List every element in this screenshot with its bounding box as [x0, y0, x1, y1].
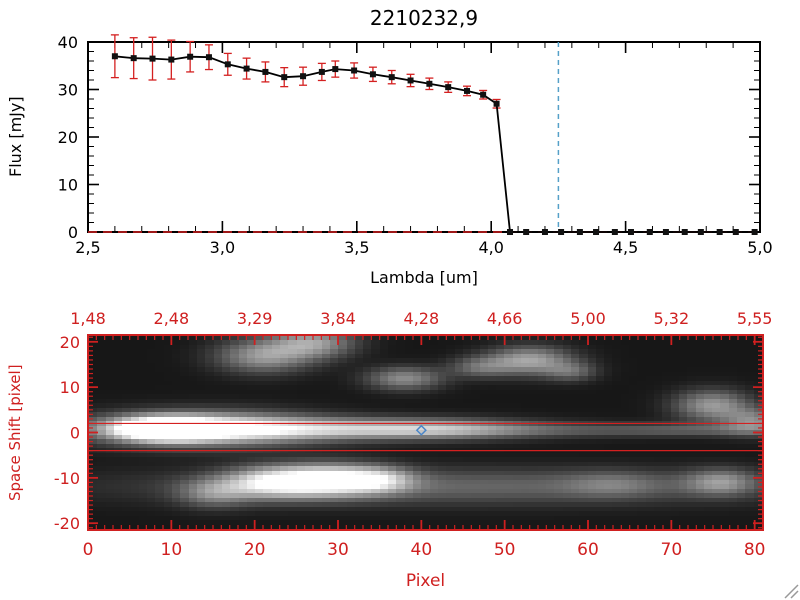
svg-text:5,0: 5,0 — [747, 238, 772, 257]
svg-text:80: 80 — [744, 540, 766, 560]
svg-text:0: 0 — [83, 540, 94, 560]
svg-text:0: 0 — [68, 223, 78, 242]
svg-text:20: 20 — [58, 128, 78, 147]
space-shift-axis-label: Space Shift [pixel] — [6, 364, 24, 501]
svg-text:60: 60 — [577, 540, 599, 560]
svg-text:70: 70 — [661, 540, 683, 560]
svg-text:0: 0 — [70, 424, 80, 443]
svg-text:5,32: 5,32 — [654, 309, 690, 328]
svg-text:40: 40 — [58, 33, 78, 52]
svg-text:10: 10 — [60, 378, 80, 397]
svg-text:30: 30 — [327, 540, 349, 560]
resize-grip-icon[interactable] — [782, 582, 800, 600]
svg-text:40: 40 — [411, 540, 433, 560]
spectral-image — [89, 336, 762, 529]
svg-text:4,66: 4,66 — [487, 309, 523, 328]
page-title: 2210232,9 — [369, 6, 479, 30]
svg-text:-20: -20 — [54, 514, 80, 533]
lambda-axis-label: Lambda [um] — [370, 268, 478, 287]
svg-text:20: 20 — [244, 540, 266, 560]
svg-text:5,55: 5,55 — [737, 309, 773, 328]
svg-text:4,0: 4,0 — [478, 238, 503, 257]
spectral-image-axes: 0 10 20 30 40 50 60 70 80 -20 -10 0 10 20 1,48 2,48 3,29… — [54, 309, 773, 560]
svg-text:3,84: 3,84 — [320, 309, 356, 328]
svg-text:3,0: 3,0 — [210, 238, 235, 257]
svg-text:2,48: 2,48 — [154, 309, 190, 328]
svg-text:50: 50 — [494, 540, 516, 560]
svg-text:2,5: 2,5 — [75, 238, 100, 257]
svg-text:10: 10 — [58, 176, 78, 195]
svg-text:30: 30 — [58, 81, 78, 100]
svg-text:4,5: 4,5 — [613, 238, 638, 257]
svg-text:1,48: 1,48 — [70, 309, 106, 328]
flux-spectrum-plot: 2,5 3,0 3,5 4,0 4,5 5,0 0 10 20 30 40 — [58, 33, 773, 257]
svg-text:20: 20 — [60, 333, 80, 352]
svg-text:3,29: 3,29 — [237, 309, 273, 328]
pixel-axis-label: Pixel — [405, 571, 446, 591]
svg-text:10: 10 — [161, 540, 183, 560]
svg-text:-10: -10 — [54, 469, 80, 488]
svg-text:5,00: 5,00 — [570, 309, 606, 328]
svg-text:4,28: 4,28 — [404, 309, 440, 328]
svg-text:3,5: 3,5 — [344, 238, 369, 257]
